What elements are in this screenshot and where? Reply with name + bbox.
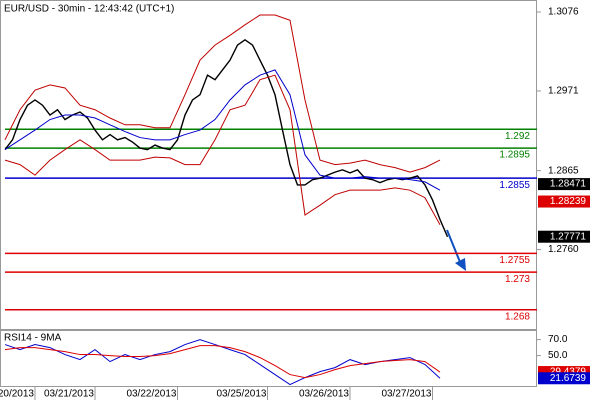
value-marker — [538, 230, 590, 243]
y-tick-label: 1.2760 — [548, 244, 579, 255]
series-line — [4, 74, 441, 226]
level-label: 1.268 — [505, 311, 530, 322]
rsi-panel — [0, 330, 537, 387]
x-tick-label: 03/20/2013 — [0, 389, 34, 400]
series-line — [4, 69, 441, 191]
chart-title: EUR/USD - 30min - 12:43:42 (UTC+1) — [4, 4, 174, 15]
x-tick-label: 03/26/2013 — [299, 389, 349, 400]
x-tick-label: 03/22/2013 — [126, 389, 176, 400]
x-tick-label: 03/25/2013 — [216, 389, 266, 400]
value-marker-label: 1.28471 — [550, 179, 587, 190]
y-tick-label: 1.3076 — [548, 7, 579, 18]
y-tick-label: 50.0 — [548, 350, 568, 361]
series-line — [4, 345, 441, 379]
value-marker-label: 1.27771 — [550, 231, 587, 242]
trend-arrow — [446, 229, 461, 263]
rsi-title: RSI14 - 9MA — [4, 333, 62, 344]
value-marker — [538, 372, 590, 385]
value-marker-label: 1.28239 — [550, 196, 587, 207]
level-label: 1.2855 — [499, 180, 530, 191]
level-label: 1.2755 — [499, 255, 530, 266]
level-label: 1.273 — [505, 274, 530, 285]
value-marker-label: 21.6739 — [550, 373, 587, 384]
x-tick-label: 03/21/2013 — [44, 389, 94, 400]
value-marker — [538, 195, 590, 208]
main-panel — [0, 0, 537, 330]
y-tick-label: 70.0 — [548, 334, 568, 345]
level-label: 1.292 — [505, 131, 530, 142]
series-line — [4, 38, 449, 238]
series-line — [4, 14, 441, 173]
y-tick-label: 1.2971 — [548, 86, 579, 97]
y-tick-label: 1.2865 — [548, 165, 579, 176]
value-marker — [538, 178, 590, 191]
value-marker-label: 29.4379 — [550, 367, 587, 378]
arrow-head — [455, 258, 466, 271]
level-label: 1.2895 — [499, 150, 530, 161]
x-tick-label: 03/27/2013 — [381, 389, 431, 400]
